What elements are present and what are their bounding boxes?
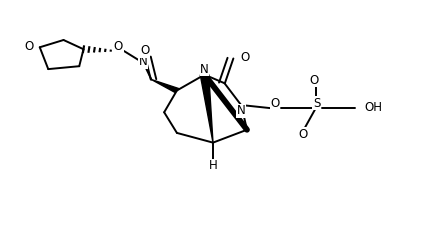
Text: O: O xyxy=(114,40,123,53)
Polygon shape xyxy=(200,74,213,143)
Text: S: S xyxy=(313,97,320,110)
Text: O: O xyxy=(310,74,319,87)
Text: O: O xyxy=(141,44,150,57)
Text: H: H xyxy=(209,159,217,172)
Text: O: O xyxy=(271,97,279,110)
Polygon shape xyxy=(151,80,179,92)
Text: O: O xyxy=(25,40,34,52)
Text: O: O xyxy=(240,51,250,64)
Text: OH: OH xyxy=(365,101,383,114)
Text: N: N xyxy=(138,55,147,68)
Text: N: N xyxy=(237,104,246,117)
Text: O: O xyxy=(298,128,308,141)
Text: N: N xyxy=(200,63,209,76)
